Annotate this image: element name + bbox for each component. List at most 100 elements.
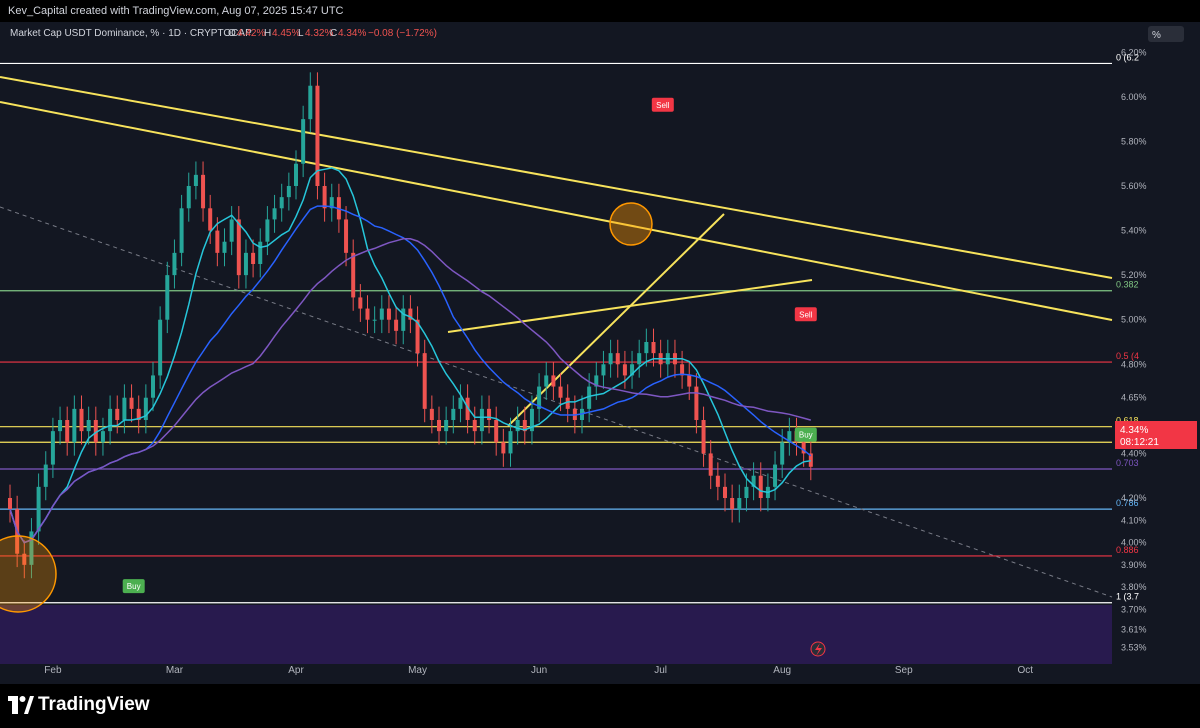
- candle-body: [394, 319, 399, 331]
- trend-lines[interactable]: [0, 76, 1113, 598]
- candle-body: [193, 174, 198, 186]
- indicator-fills: [0, 604, 1112, 664]
- y-tick-label: 4.20%: [1121, 493, 1147, 503]
- candle-body: [372, 319, 377, 321]
- candle-body: [43, 464, 48, 487]
- candle-body: [315, 85, 320, 186]
- x-tick-label: Aug: [773, 665, 791, 676]
- candle-body: [351, 252, 356, 298]
- candle-body: [594, 375, 599, 387]
- candle-body: [801, 442, 806, 454]
- highlight-circle: [609, 202, 653, 246]
- candle-body: [780, 442, 785, 465]
- x-tick-label: Apr: [288, 665, 304, 676]
- candle-body: [136, 408, 141, 420]
- candle-body: [787, 431, 792, 443]
- y-tick-label: 5.80%: [1121, 136, 1147, 146]
- candle-body: [587, 386, 592, 409]
- candle-body: [472, 420, 477, 432]
- candle-body: [737, 498, 742, 510]
- candle-body: [215, 230, 220, 253]
- candle-body: [508, 431, 513, 454]
- candle-body: [551, 375, 556, 387]
- candle-body: [644, 342, 649, 354]
- candle-body: [286, 186, 291, 198]
- x-tick-label: Mar: [166, 665, 184, 676]
- candle-body: [437, 420, 441, 432]
- candle-body: [515, 420, 520, 432]
- candle-body: [730, 498, 735, 510]
- last-price-label: 4.34%: [1120, 425, 1148, 436]
- candle-body: [358, 297, 363, 309]
- signal-label: Sell: [799, 310, 813, 319]
- candle-body: [544, 375, 549, 387]
- price-axis[interactable]: [1112, 22, 1200, 684]
- candle-body: [50, 431, 55, 465]
- unit-label: %: [1152, 30, 1161, 41]
- lightning-icon[interactable]: [810, 641, 826, 657]
- candle-body: [465, 397, 470, 420]
- candle-body: [680, 364, 685, 376]
- candles: [8, 72, 813, 579]
- y-tick-label: 5.60%: [1121, 181, 1147, 191]
- legend-h-value: 4.45%: [272, 28, 300, 39]
- candle-body: [808, 453, 813, 467]
- candle-body: [158, 319, 163, 376]
- candle-body: [179, 208, 184, 253]
- moving-averages: [9, 167, 812, 544]
- trend-line: [507, 213, 725, 427]
- candle-body: [308, 85, 313, 120]
- legend-h-label: H: [264, 28, 271, 39]
- candle-body: [479, 408, 484, 432]
- candle-body: [651, 342, 656, 354]
- candle-body: [773, 464, 778, 487]
- candle-body: [429, 408, 434, 420]
- x-tick-label: Oct: [1018, 665, 1034, 676]
- signal-marker: [794, 427, 817, 442]
- candle-body: [701, 420, 706, 454]
- top-caption-bar: Kev_Capital created with TradingView.com…: [0, 0, 1200, 22]
- signal-label: Buy: [799, 431, 813, 440]
- candle-body: [151, 375, 155, 398]
- candle-body: [558, 386, 563, 398]
- candle-body: [715, 475, 720, 487]
- y-tick-label: 4.40%: [1121, 448, 1147, 458]
- legend-c-value: 4.34%: [338, 28, 366, 39]
- y-axis-ticks: 6.20% 6.00% 5.80% 5.60% 5.40% 5.20% 5.00% 4.80%…: [1121, 47, 1147, 652]
- candle-body: [601, 364, 606, 376]
- x-tick-label: Sep: [895, 665, 913, 676]
- candle-body: [522, 420, 527, 432]
- signal-markers: Sell Sell Buy Buy: [122, 97, 817, 594]
- y-tick-label: 5.40%: [1121, 226, 1147, 236]
- candle-body: [58, 420, 63, 432]
- legend-o-value: 4.42%: [237, 28, 265, 39]
- y-tick-label: 4.00%: [1121, 538, 1147, 548]
- y-tick-label: 5.20%: [1121, 270, 1147, 280]
- x-tick-label: Jun: [531, 665, 547, 676]
- unit-box[interactable]: [1148, 26, 1184, 42]
- candle-body: [708, 453, 713, 476]
- y-tick-label: 4.65%: [1121, 393, 1147, 403]
- candle-body: [329, 197, 334, 209]
- y-tick-label: 3.70%: [1121, 604, 1147, 614]
- x-axis-ticks: Feb Mar Apr May Jun Jul Aug Sep Oct: [44, 665, 1033, 676]
- trend-line: [0, 101, 1113, 321]
- candle-body: [143, 397, 148, 420]
- candle-body: [565, 397, 570, 409]
- y-tick-label: 4.80%: [1121, 359, 1147, 369]
- candle-body: [630, 364, 635, 376]
- candle-body: [22, 553, 27, 565]
- candle-body: [72, 408, 77, 443]
- y-tick-label: 3.53%: [1121, 642, 1147, 652]
- fib-label: 0.5 (4: [1116, 351, 1139, 361]
- candle-body: [401, 308, 406, 331]
- moving-average-line: [9, 167, 811, 544]
- candle-body: [236, 219, 241, 276]
- candle-body: [694, 386, 699, 420]
- candle-body: [122, 397, 127, 420]
- fib-label: 0.703: [1116, 458, 1139, 468]
- candle-body: [415, 319, 420, 354]
- candle-body: [172, 252, 177, 276]
